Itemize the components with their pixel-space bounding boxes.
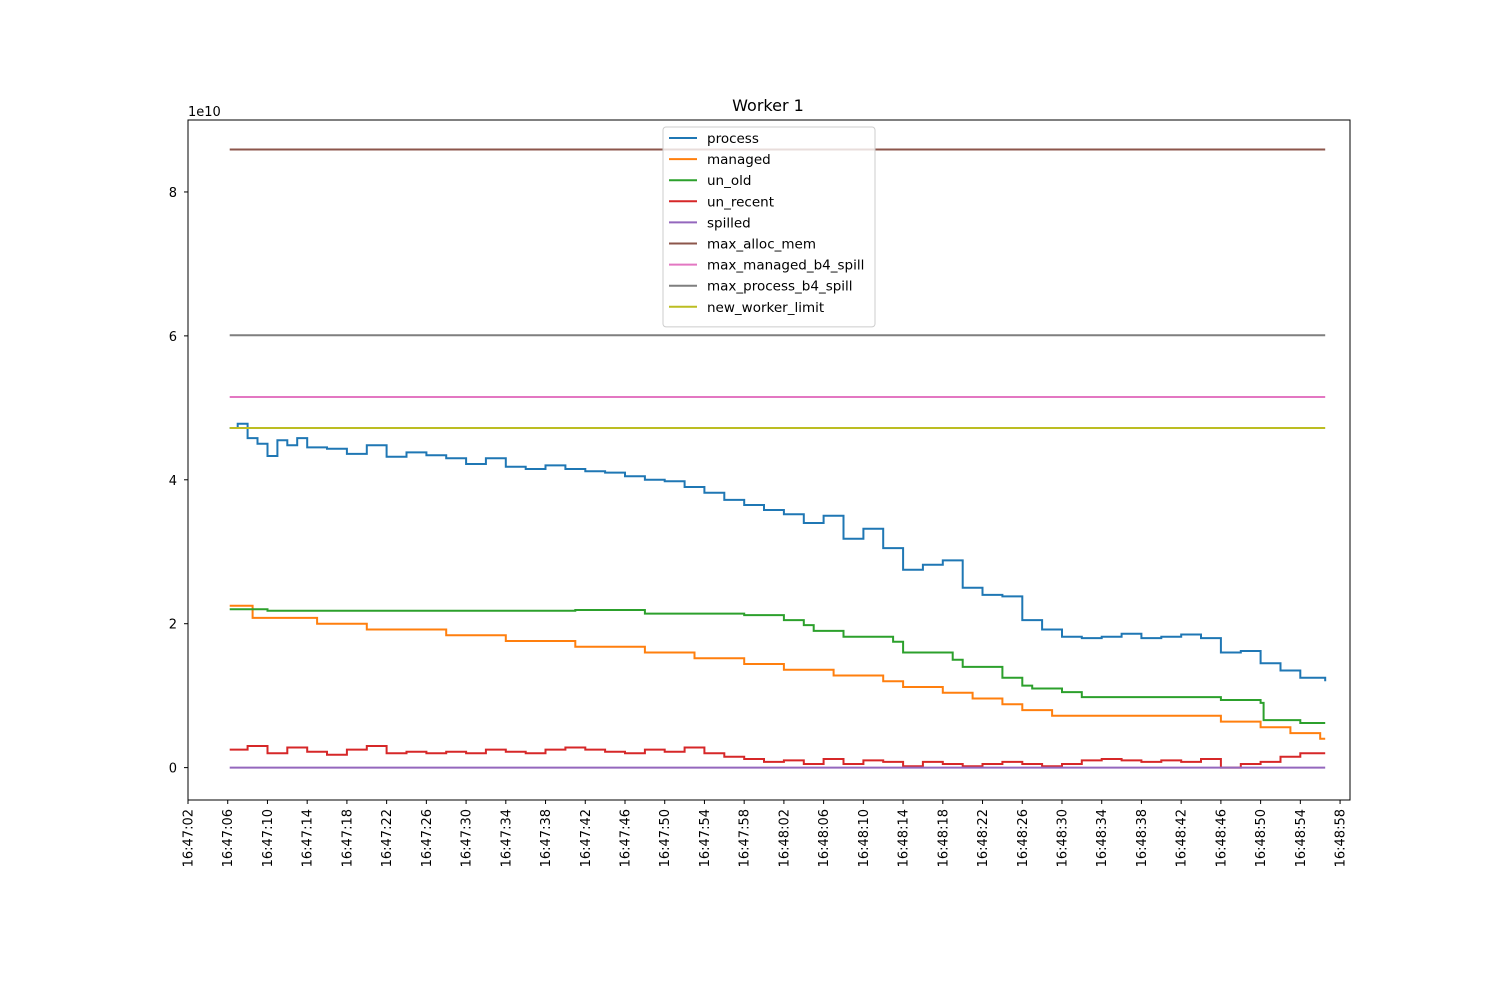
- y-axis-offset-label: 1e10: [188, 105, 221, 120]
- x-tick-label: 16:48:42: [1175, 809, 1190, 867]
- legend-label: spilled: [707, 215, 751, 231]
- y-tick-label: 8: [169, 186, 177, 201]
- x-tick-label: 16:47:02: [182, 809, 197, 867]
- x-tick-label: 16:47:10: [261, 809, 276, 867]
- x-tick-label: 16:47:26: [420, 809, 435, 867]
- x-tick-label: 16:47:46: [618, 809, 633, 867]
- series-line-un-recent: [229, 745, 1326, 769]
- x-tick-label: 16:47:06: [221, 809, 236, 867]
- y-tick-label: 4: [169, 474, 177, 489]
- x-tick-label: 16:48:10: [857, 809, 872, 867]
- x-tick-label: 16:48:38: [1135, 809, 1150, 867]
- x-tick-label: 16:48:34: [1095, 809, 1110, 867]
- legend-label: new_worker_limit: [707, 300, 824, 316]
- legend-box: [662, 126, 876, 328]
- x-tick-label: 16:48:26: [1016, 809, 1031, 867]
- x-tick-label: 16:48:30: [1055, 809, 1070, 867]
- legend-label: max_process_b4_spill: [707, 279, 853, 295]
- chart-title: Worker 1: [732, 96, 804, 115]
- x-tick-label: 16:47:42: [579, 809, 594, 867]
- x-tick-label: 16:47:22: [380, 809, 395, 867]
- x-tick-label: 16:47:54: [698, 809, 713, 867]
- x-tick-label: 16:47:34: [499, 809, 514, 867]
- series-line-managed: [229, 604, 1326, 740]
- legend-label: managed: [707, 152, 771, 168]
- x-tick-label: 16:47:38: [539, 809, 554, 867]
- y-tick-label: 0: [169, 762, 177, 777]
- plot-area-frame: [187, 119, 1351, 801]
- x-tick-label: 16:47:30: [460, 809, 475, 867]
- x-axis: 16:47:02 16:47:06 16:47:10 16:47:14 16:47:18…: [182, 800, 1349, 867]
- y-tick-label: 6: [169, 330, 177, 345]
- x-tick-label: 16:47:18: [340, 809, 355, 867]
- y-axis: 0 2 4 6 8: [169, 186, 188, 777]
- x-tick-label: 16:48:58: [1334, 809, 1349, 867]
- x-tick-label: 16:47:58: [738, 809, 753, 867]
- legend-label: un_old: [707, 173, 751, 189]
- x-tick-label: 16:48:02: [777, 809, 792, 867]
- x-tick-label: 16:48:06: [817, 809, 832, 867]
- x-tick-label: 16:48:50: [1254, 809, 1269, 867]
- legend-label: max_alloc_mem: [707, 237, 816, 253]
- x-tick-label: 16:48:14: [897, 809, 912, 867]
- legend-label: max_managed_b4_spill: [707, 258, 864, 274]
- x-tick-label: 16:48:46: [1214, 809, 1229, 867]
- legend-label: un_recent: [707, 194, 774, 210]
- x-tick-label: 16:47:14: [301, 809, 316, 867]
- x-tick-label: 16:48:18: [936, 809, 951, 867]
- x-tick-label: 16:47:50: [658, 809, 673, 867]
- y-tick-label: 2: [169, 618, 177, 633]
- x-tick-label: 16:48:22: [976, 809, 991, 867]
- x-tick-label: 16:48:54: [1294, 809, 1309, 867]
- series-line-un-old: [229, 608, 1326, 724]
- series-line-process: [229, 422, 1327, 682]
- legend-label: process: [707, 131, 759, 147]
